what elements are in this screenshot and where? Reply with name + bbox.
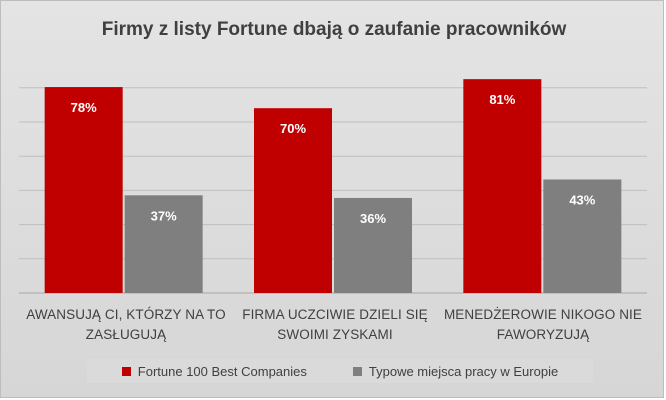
data-label-typical-2: 43%: [569, 192, 595, 207]
bar-typical-1: [334, 197, 412, 293]
chart-title: Firmy z listy Fortune dbają o zaufanie p…: [101, 19, 567, 40]
category-label-1: FIRMA UCZCIWIE DZIELI SIĘ SWOIMI ZYSKAMI: [229, 305, 441, 345]
legend: Fortune 100 Best Companies Typowe miejsc…: [87, 359, 593, 383]
bar-typical-2: [543, 179, 622, 293]
category-label-1-line-1: FIRMA UCZCIWIE DZIELI SIĘ: [242, 307, 428, 322]
legend-label-fortune: Fortune 100 Best Companies: [137, 363, 307, 379]
data-label-fortune-2: 81%: [489, 92, 515, 107]
legend-item-fortune: Fortune 100 Best Companies: [121, 363, 307, 379]
data-label-typical-1: 36%: [360, 211, 386, 226]
category-label-0-line-1: AWANSUJĄ CI, KTÓRZY NA TO: [26, 307, 226, 322]
bar-fortune-1: [254, 108, 332, 293]
data-label-typical-0: 37%: [151, 208, 177, 223]
bar-typical-0: [124, 195, 203, 293]
category-label-2-line-2: FAWORYZUJĄ: [496, 327, 590, 342]
bar-fortune-0: [44, 87, 123, 293]
category-label-1-line-2: SWOIMI ZYSKAMI: [277, 327, 393, 342]
bar-fortune-2: [463, 79, 542, 293]
legend-item-typical: Typowe miejsca pracy w Europie: [352, 363, 559, 379]
data-label-fortune-0: 78%: [71, 100, 97, 115]
legend-swatch-typical: [352, 366, 362, 376]
category-label-2-line-1: MENEDŻEROWIE NIKOGO NIE: [443, 307, 643, 322]
category-label-0-line-2: ZASŁUGUJĄ: [85, 327, 167, 342]
category-label-0: AWANSUJĄ CI, KTÓRZY NA TO ZASŁUGUJĄ: [19, 305, 233, 345]
data-label-fortune-1: 70%: [280, 121, 306, 136]
legend-swatch-fortune: [121, 366, 131, 376]
legend-label-typical: Typowe miejsca pracy w Europie: [368, 363, 559, 379]
category-label-2: MENEDŻEROWIE NIKOGO NIE FAWORYZUJĄ: [437, 305, 649, 345]
